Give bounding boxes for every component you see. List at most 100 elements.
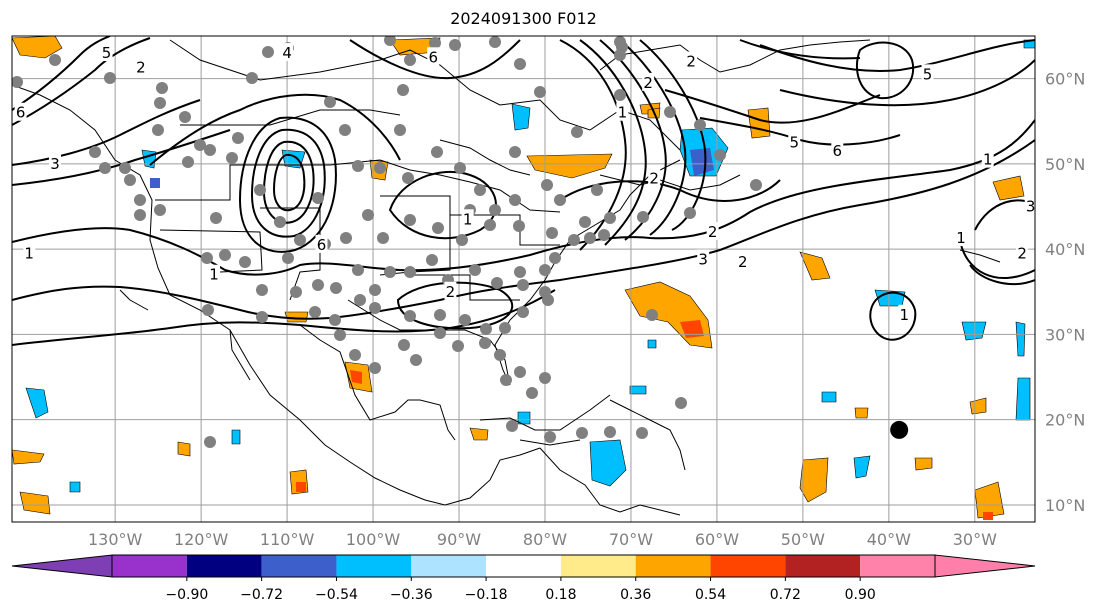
station-dot bbox=[513, 220, 525, 232]
contour-label: 1 bbox=[900, 306, 910, 324]
colorbar-segment bbox=[112, 555, 187, 577]
station-dot bbox=[179, 111, 191, 123]
contour-label-bg bbox=[48, 153, 61, 172]
station-dot bbox=[449, 39, 461, 51]
contour-label-bg bbox=[461, 209, 474, 228]
latitude-tick-label: 10°N bbox=[1045, 496, 1085, 515]
colorbar-segment bbox=[486, 555, 561, 577]
station-dot bbox=[614, 49, 626, 61]
longitude-tick-label: 90°W bbox=[437, 530, 481, 549]
station-dot bbox=[329, 314, 341, 326]
contour-label: 1 bbox=[956, 229, 966, 247]
station-dot bbox=[201, 252, 213, 264]
station-dot bbox=[684, 207, 696, 219]
station-dot bbox=[646, 309, 658, 321]
station-dot bbox=[384, 36, 396, 46]
station-dot bbox=[694, 119, 706, 131]
contour-label: 5 bbox=[923, 65, 933, 83]
station-dot bbox=[459, 314, 471, 326]
station-dot bbox=[154, 97, 166, 109]
station-dot bbox=[489, 204, 501, 216]
contour-label-bg bbox=[648, 168, 661, 187]
station-dot bbox=[534, 86, 546, 98]
contour-label-bg bbox=[706, 222, 719, 241]
station-dot bbox=[219, 249, 231, 261]
latitude-tick-label: 60°N bbox=[1045, 70, 1085, 89]
contour-label-bg bbox=[100, 43, 113, 62]
station-dot bbox=[369, 284, 381, 296]
contour-label-bg bbox=[788, 132, 801, 151]
station-dot bbox=[256, 284, 268, 296]
colorbar-segment bbox=[710, 555, 786, 577]
contour-label: 3 bbox=[698, 250, 708, 268]
station-dot bbox=[604, 426, 616, 438]
station-dot bbox=[254, 184, 266, 196]
station-dot bbox=[542, 294, 554, 306]
station-dot bbox=[352, 264, 364, 276]
colorbar-tick-label: −0.54 bbox=[315, 587, 358, 603]
station-dot bbox=[154, 204, 166, 216]
station-dot bbox=[434, 309, 446, 321]
station-dot bbox=[456, 234, 468, 246]
station-dot bbox=[377, 232, 389, 244]
colorbar-outline bbox=[111, 554, 936, 578]
station-dot bbox=[591, 184, 603, 196]
station-dot bbox=[99, 162, 111, 174]
contour-label: 6 bbox=[317, 236, 327, 254]
contour-label-bg bbox=[134, 57, 147, 76]
station-dot bbox=[182, 156, 194, 168]
contour-label: 6 bbox=[833, 142, 843, 160]
contour-label: 1 bbox=[209, 266, 219, 284]
contour-label: 3 bbox=[1026, 198, 1036, 216]
station-dot bbox=[509, 194, 521, 206]
contour-label: 1 bbox=[983, 151, 993, 169]
station-dot bbox=[517, 306, 529, 318]
longitude-tick-label: 60°W bbox=[695, 530, 739, 549]
station-dot bbox=[398, 339, 410, 351]
colorbar-tick-label: 0.72 bbox=[770, 587, 801, 603]
map-title: 2024091300 F012 bbox=[450, 9, 597, 28]
contour-label: 2 bbox=[686, 53, 696, 71]
station-dot bbox=[274, 216, 286, 228]
graticule bbox=[12, 36, 1035, 522]
longitude-tick-label: 70°W bbox=[609, 530, 653, 549]
colorbar-segment bbox=[186, 555, 262, 577]
station-dot bbox=[239, 256, 251, 268]
station-dot bbox=[312, 192, 324, 204]
contour-label-bg bbox=[14, 102, 27, 121]
contour-label-bg bbox=[616, 102, 629, 121]
longitude-tick-label: 40°W bbox=[867, 530, 911, 549]
station-dot bbox=[404, 214, 416, 226]
contour-label: 3 bbox=[50, 155, 60, 173]
station-dot bbox=[104, 72, 116, 84]
contour-label-bg bbox=[1024, 196, 1035, 215]
station-dot bbox=[514, 366, 526, 378]
contour-label-bg bbox=[921, 64, 934, 83]
station-dot bbox=[352, 160, 364, 172]
station-dot bbox=[598, 229, 610, 241]
station-dot bbox=[514, 58, 526, 70]
station-dot bbox=[394, 124, 406, 136]
station-dot bbox=[374, 162, 386, 174]
colorbar-tick-label: 0.90 bbox=[845, 587, 876, 603]
station-dot bbox=[210, 212, 222, 224]
station-dot bbox=[544, 431, 556, 443]
station-dot bbox=[404, 266, 416, 278]
station-dot bbox=[410, 354, 422, 366]
contour-label-bg bbox=[1016, 243, 1029, 262]
station-dot bbox=[134, 194, 146, 206]
station-dot bbox=[397, 84, 409, 96]
station-dot bbox=[290, 286, 302, 298]
longitude-tick-label: 120°W bbox=[174, 530, 229, 549]
colorbar-tick-label: 0.54 bbox=[695, 587, 726, 603]
station-dot bbox=[369, 362, 381, 374]
station-dot bbox=[194, 139, 206, 151]
station-dot bbox=[330, 282, 342, 294]
station-dot bbox=[474, 184, 486, 196]
contour-label-bg bbox=[736, 251, 749, 270]
latitude-tick-label: 30°N bbox=[1045, 325, 1085, 344]
longitude-tick-label: 130°W bbox=[88, 530, 143, 549]
station-dot bbox=[282, 252, 294, 264]
